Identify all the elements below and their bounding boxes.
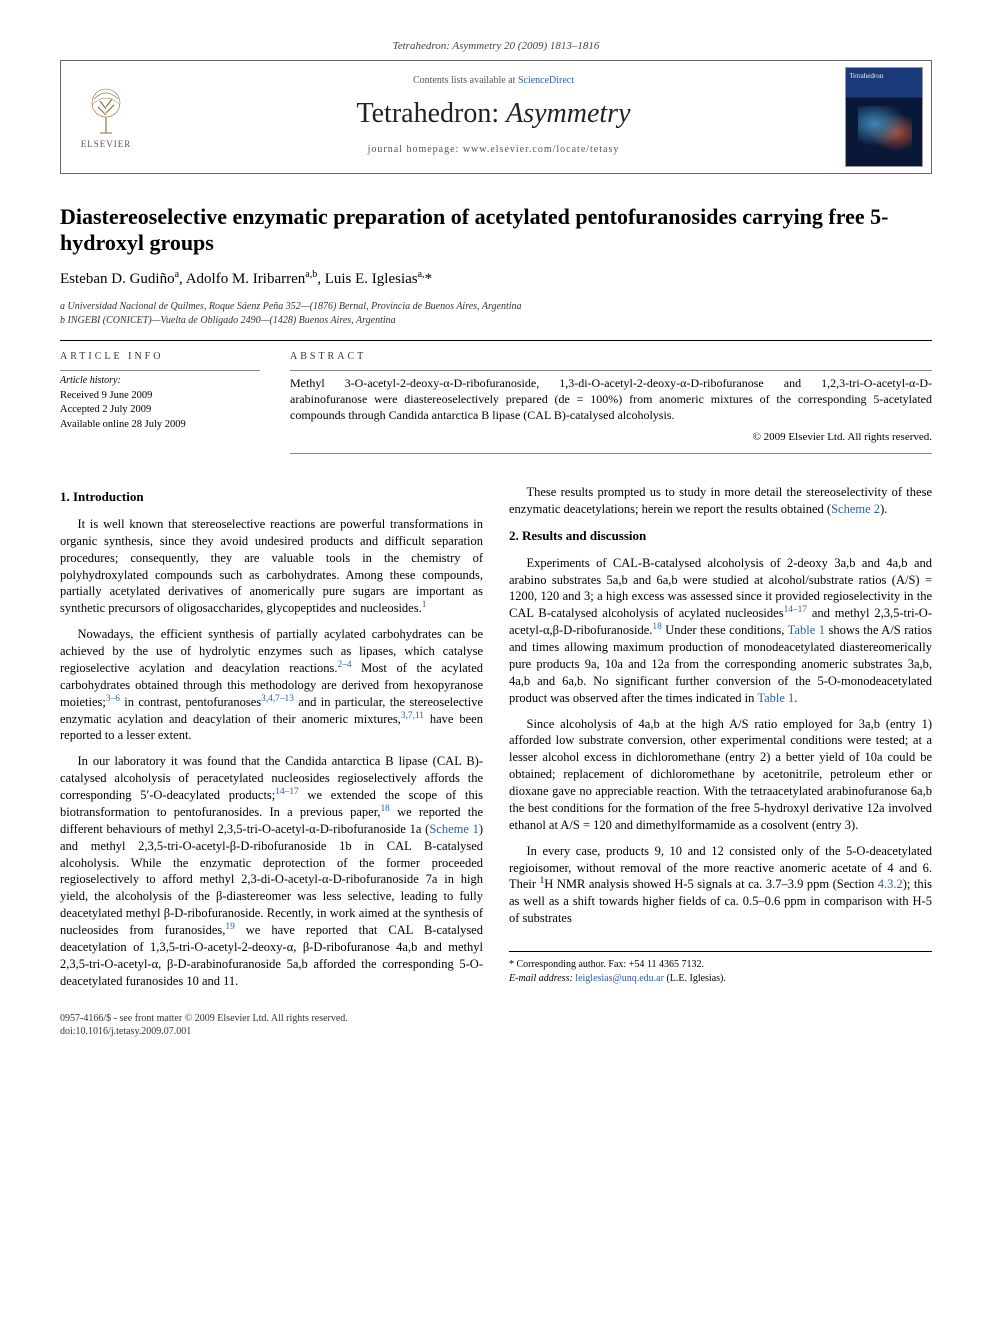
- body-text: 1. Introduction It is well known that st…: [60, 484, 932, 991]
- article-title: Diastereoselective enzymatic preparation…: [60, 204, 932, 257]
- contents-available-line: Contents lists available at ScienceDirec…: [155, 75, 832, 86]
- divider: [60, 370, 260, 371]
- scheme-reference[interactable]: Scheme 2: [831, 502, 880, 516]
- table-reference[interactable]: Table 1: [757, 691, 794, 705]
- tree-icon: [82, 85, 130, 137]
- doi-line: doi:10.1016/j.tetasy.2009.07.001: [60, 1025, 932, 1038]
- paragraph: Since alcoholysis of 4a,b at the high A/…: [509, 716, 932, 834]
- abstract-copyright: © 2009 Elsevier Ltd. All rights reserved…: [290, 431, 932, 443]
- header-center: Contents lists available at ScienceDirec…: [151, 61, 836, 173]
- sciencedirect-link[interactable]: ScienceDirect: [518, 75, 574, 86]
- page-footer: 0957-4166/$ - see front matter © 2009 El…: [60, 1012, 932, 1038]
- abstract-text: Methyl 3-O-acetyl-2-deoxy-α-D-ribofurano…: [290, 375, 932, 424]
- section-heading-introduction: 1. Introduction: [60, 488, 483, 506]
- info-abstract-row: ARTICLE INFO Article history: Received 9…: [60, 351, 932, 459]
- issn-line: 0957-4166/$ - see front matter © 2009 El…: [60, 1012, 932, 1025]
- corresponding-author-footnote: * Corresponding author. Fax: +54 11 4365…: [509, 951, 932, 985]
- journal-header-box: ELSEVIER Contents lists available at Sci…: [60, 60, 932, 174]
- citation[interactable]: 14–17: [275, 787, 298, 797]
- paragraph: In our laboratory it was found that the …: [60, 753, 483, 989]
- corresponding-email: E-mail address: leiglesias@unq.edu.ar (L…: [509, 972, 932, 986]
- publisher-label: ELSEVIER: [81, 139, 132, 149]
- paragraph: Experiments of CAL-B-catalysed alcoholys…: [509, 555, 932, 707]
- journal-title: Tetrahedron: Asymmetry: [155, 98, 832, 130]
- elsevier-logo: ELSEVIER: [76, 82, 136, 152]
- affiliation-a: a Universidad Nacional de Quilmes, Roque…: [60, 300, 932, 314]
- scheme-reference[interactable]: Scheme 1: [429, 822, 479, 836]
- article-history-label: Article history:: [60, 375, 260, 386]
- citation[interactable]: 18: [652, 622, 661, 632]
- citation[interactable]: 19: [225, 922, 234, 932]
- journal-reference: Tetrahedron: Asymmetry 20 (2009) 1813–18…: [60, 40, 932, 52]
- email-link[interactable]: leiglesias@unq.edu.ar: [575, 973, 664, 984]
- history-accepted: Accepted 2 July 2009: [60, 403, 260, 418]
- publisher-logo-cell: ELSEVIER: [61, 61, 151, 173]
- divider: [290, 453, 932, 454]
- corresponding-fax: * Corresponding author. Fax: +54 11 4365…: [509, 958, 932, 972]
- divider: [290, 370, 932, 371]
- cover-thumb-cell: Tetrahedron: [836, 61, 931, 173]
- divider: [60, 340, 932, 341]
- citation[interactable]: 3,4,7–13: [261, 693, 294, 703]
- authors-line: Esteban D. Gudiñoa, Adolfo M. Iribarrena…: [60, 271, 932, 288]
- cover-art-icon: [858, 106, 912, 150]
- paragraph: In every case, products 9, 10 and 12 con…: [509, 843, 932, 927]
- journal-homepage-line: journal homepage: www.elsevier.com/locat…: [155, 144, 832, 155]
- citation[interactable]: 3,7,11: [401, 710, 424, 720]
- table-reference[interactable]: Table 1: [788, 623, 825, 637]
- article-info-label: ARTICLE INFO: [60, 351, 260, 362]
- citation[interactable]: 1: [422, 600, 427, 610]
- section-reference[interactable]: 4.3.2: [878, 877, 903, 891]
- paragraph: These results prompted us to study in mo…: [509, 484, 932, 518]
- journal-cover-thumbnail: Tetrahedron: [845, 67, 923, 167]
- citation[interactable]: 3–6: [106, 693, 120, 703]
- citation[interactable]: 2–4: [338, 660, 352, 670]
- paragraph: It is well known that stereoselective re…: [60, 516, 483, 617]
- abstract-label: ABSTRACT: [290, 351, 932, 362]
- citation[interactable]: 14–17: [784, 605, 807, 615]
- abstract-column: ABSTRACT Methyl 3-O-acetyl-2-deoxy-α-D-r…: [290, 351, 932, 459]
- affiliations: a Universidad Nacional de Quilmes, Roque…: [60, 300, 932, 328]
- affiliation-b: b INGEBI (CONICET)—Vuelta de Obligado 24…: [60, 314, 932, 328]
- section-heading-results: 2. Results and discussion: [509, 527, 932, 545]
- article-info-column: ARTICLE INFO Article history: Received 9…: [60, 351, 260, 459]
- citation[interactable]: 18: [381, 804, 390, 814]
- paragraph: Nowadays, the efficient synthesis of par…: [60, 626, 483, 744]
- history-online: Available online 28 July 2009: [60, 418, 260, 433]
- history-received: Received 9 June 2009: [60, 389, 260, 404]
